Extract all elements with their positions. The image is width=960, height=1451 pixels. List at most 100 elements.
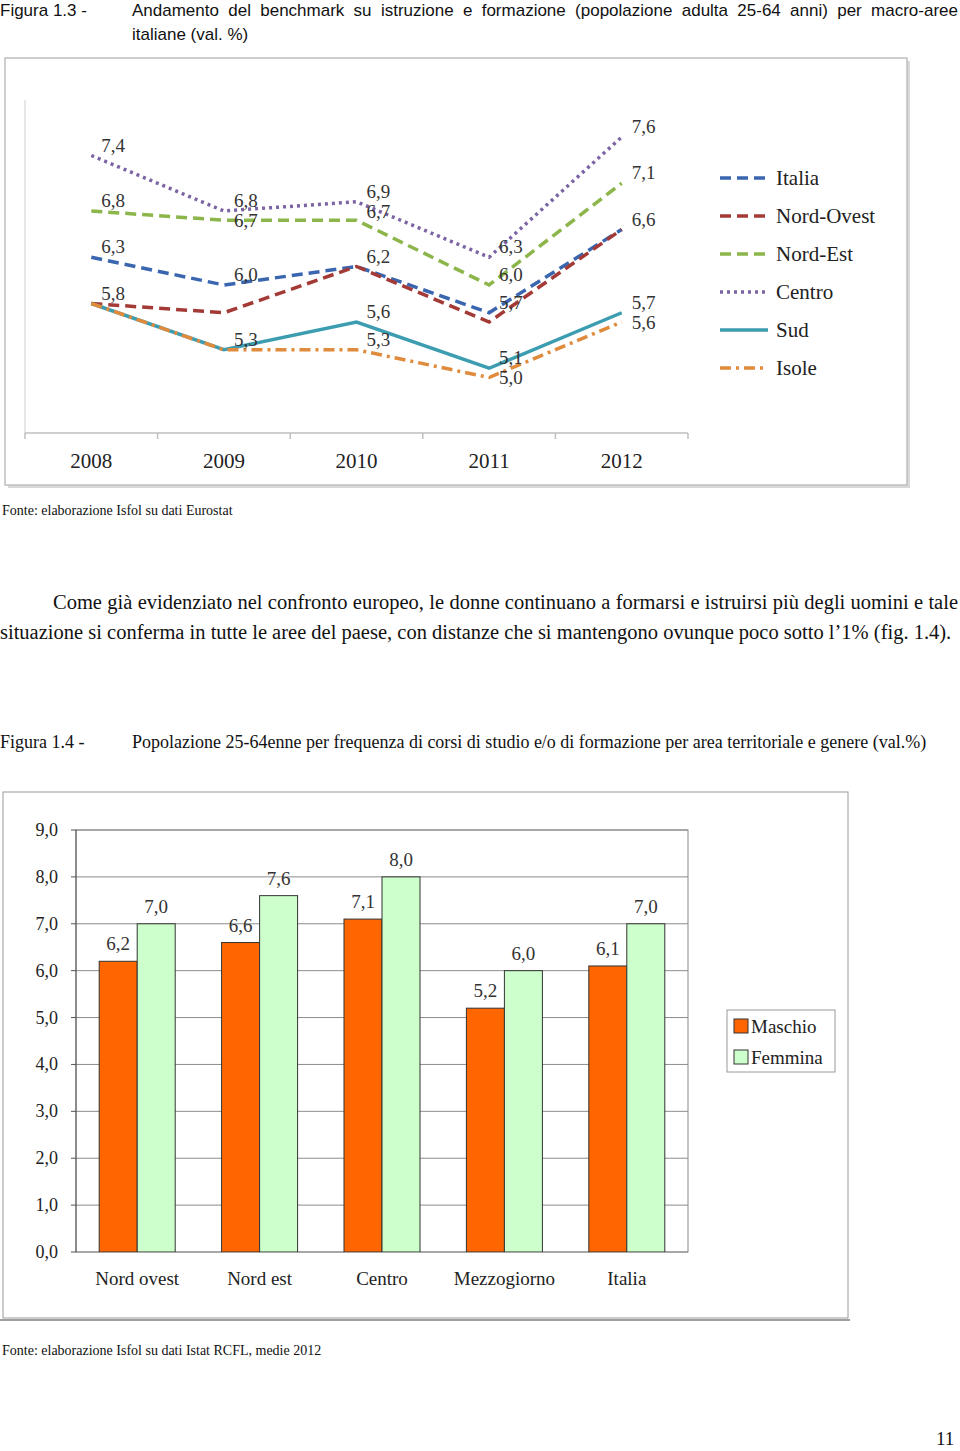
x-tick xyxy=(422,433,424,439)
bar xyxy=(504,971,542,1252)
data-labels: 6,27,0Nord ovest6,67,6Nord est7,18,0Cent… xyxy=(95,849,657,1289)
frame-shadow xyxy=(0,1319,850,1321)
data-label: 6,0 xyxy=(499,264,523,285)
series-line xyxy=(91,304,621,369)
legend-label: Isole xyxy=(776,356,817,380)
legend-swatch xyxy=(734,1050,748,1064)
data-label: 6,7 xyxy=(367,201,391,222)
x-tick-label: 2009 xyxy=(203,449,245,473)
legend-swatch xyxy=(720,214,768,218)
y-tick xyxy=(71,876,76,877)
data-label: 7,1 xyxy=(351,891,375,912)
data-label: 6,3 xyxy=(101,236,125,257)
legend-swatch xyxy=(720,176,768,180)
y-tick-label: 9,0 xyxy=(36,820,59,840)
figure-label: Figura 1.4 - xyxy=(0,729,85,755)
legend-label: Femmina xyxy=(751,1047,823,1068)
y-tick xyxy=(71,970,76,971)
data-label: 6,2 xyxy=(106,933,130,954)
legend-label: Maschio xyxy=(751,1016,816,1037)
x-tick xyxy=(687,433,689,439)
x-tick-label: Nord ovest xyxy=(95,1268,180,1289)
chart-frame xyxy=(5,58,907,485)
x-tick xyxy=(157,433,159,439)
legend-swatch xyxy=(734,1019,748,1033)
x-tick-label: Nord est xyxy=(227,1268,293,1289)
figure-source: Fonte: elaborazione Isfol su dati Istat … xyxy=(2,1342,321,1360)
legend: Maschio Femmina xyxy=(727,1010,835,1072)
data-label: 8,0 xyxy=(389,849,413,870)
x-tick-label: Italia xyxy=(607,1268,647,1289)
x-tick xyxy=(24,433,26,439)
legend-label: Nord-Est xyxy=(776,242,853,266)
y-tick xyxy=(71,1017,76,1018)
data-label: 7,6 xyxy=(267,868,291,889)
data-label: 5,2 xyxy=(474,980,498,1001)
y-tick-label: 0,0 xyxy=(36,1242,59,1262)
bar xyxy=(344,919,382,1252)
x-tick-label: 2008 xyxy=(70,449,112,473)
legend-label: Sud xyxy=(776,318,809,342)
data-label: 5,0 xyxy=(499,367,523,388)
y-tick xyxy=(71,923,76,924)
y-tick xyxy=(71,830,76,831)
data-label: 5,8 xyxy=(101,283,125,304)
y-axis xyxy=(25,100,26,433)
x-tick-label: Centro xyxy=(356,1268,408,1289)
series-line xyxy=(91,183,621,285)
data-label: 5,6 xyxy=(367,301,391,322)
data-label: 6,6 xyxy=(632,209,656,230)
x-tick-label: 2012 xyxy=(601,449,643,473)
data-label: 5,1 xyxy=(499,347,523,368)
legend-swatch xyxy=(720,252,768,256)
y-tick-label: 3,0 xyxy=(36,1101,59,1121)
chart-frame xyxy=(3,792,848,1318)
legend-label: Nord-Ovest xyxy=(776,204,875,228)
y-tick-label: 5,0 xyxy=(36,1008,59,1028)
bar xyxy=(222,943,260,1252)
data-label: 5,3 xyxy=(234,329,258,350)
bar xyxy=(627,924,665,1252)
x-tick-label: Mezzogiorno xyxy=(454,1268,555,1289)
data-label: 5,6 xyxy=(632,312,656,333)
y-tick-label: 6,0 xyxy=(36,961,59,981)
legend-box xyxy=(727,1010,835,1072)
figure-caption: Popolazione 25-64enne per frequenza di c… xyxy=(132,729,958,755)
legend-swatch xyxy=(720,290,768,294)
data-label: 5,7 xyxy=(632,292,656,313)
data-label: 5,7 xyxy=(499,292,523,313)
y-tick-label: 8,0 xyxy=(36,867,59,887)
grid-line xyxy=(76,830,688,831)
data-label: 7,1 xyxy=(632,162,656,183)
data-label: 6,7 xyxy=(234,210,258,231)
series-line xyxy=(91,230,621,313)
y-tick-label: 4,0 xyxy=(36,1054,59,1074)
y-ticks: 0,0 1,0 2,0 3,0 4,0 5,0 6,0 7,0 8,0 9,0 xyxy=(36,820,689,1262)
paragraph: Come già evidenziato nel confronto europ… xyxy=(0,587,958,647)
y-tick xyxy=(71,1252,76,1253)
bar xyxy=(260,896,298,1252)
x-tick-label: 2011 xyxy=(468,449,509,473)
data-label: 6,8 xyxy=(101,190,125,211)
bars xyxy=(99,877,665,1252)
data-label: 6,8 xyxy=(234,190,258,211)
x-tick-label: 2010 xyxy=(336,449,378,473)
data-label: 7,6 xyxy=(632,116,656,137)
plot-lines xyxy=(91,137,621,378)
page-graphics: 200820092010201120127,46,86,35,86,86,76,… xyxy=(0,0,960,1451)
x-axis xyxy=(25,432,688,434)
legend: ItaliaNord-OvestNord-EstCentroSudIsole xyxy=(720,166,875,380)
data-label: 6,9 xyxy=(367,181,391,202)
y-tick-label: 2,0 xyxy=(36,1148,59,1168)
series-line xyxy=(91,304,621,378)
x-tick-labels: 2008 2009 2010 2011 2012 xyxy=(70,449,642,473)
data-label: 7,0 xyxy=(144,896,168,917)
data-label: 5,3 xyxy=(367,329,391,350)
data-label: 7,0 xyxy=(634,896,658,917)
bar xyxy=(589,966,627,1252)
y-tick xyxy=(71,1158,76,1159)
x-tick xyxy=(289,433,291,439)
bar xyxy=(466,1008,504,1252)
y-tick-label: 1,0 xyxy=(36,1195,59,1215)
series-line xyxy=(91,137,621,257)
